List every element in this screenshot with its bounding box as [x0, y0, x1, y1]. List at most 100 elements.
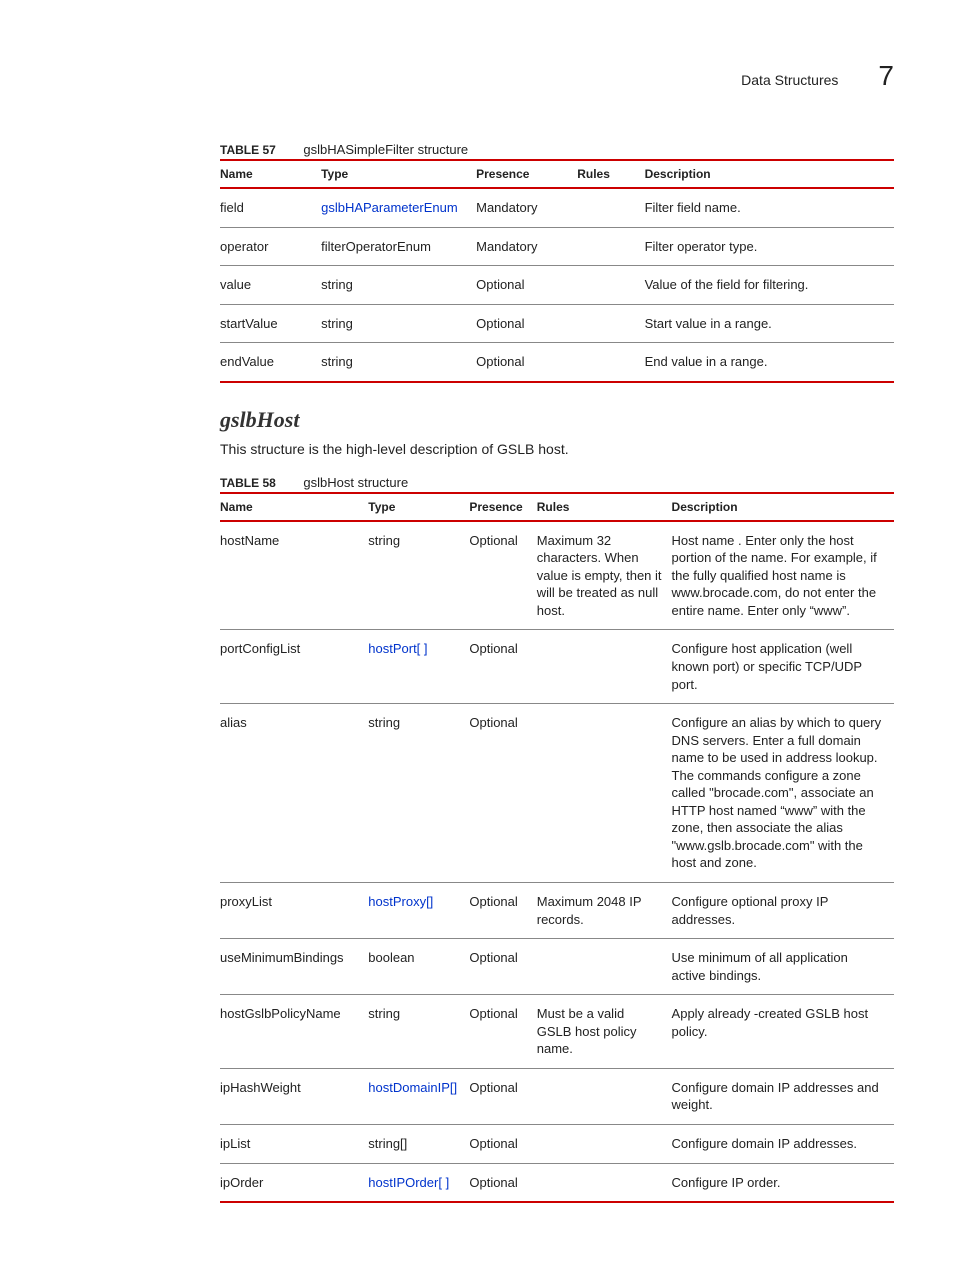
table57-caption: TABLE 57 gslbHASimpleFilter structure: [220, 142, 894, 157]
cell-rules: Maximum 2048 IP records.: [537, 883, 672, 939]
cell-type[interactable]: hostProxy[]: [368, 883, 469, 939]
cell-type: boolean: [368, 939, 469, 995]
col-type: Type: [368, 493, 469, 521]
cell-type[interactable]: hostIPOrder[ ]: [368, 1163, 469, 1202]
cell-rules: [577, 266, 644, 305]
table-row: hostGslbPolicyNamestringOptionalMust be …: [220, 995, 894, 1069]
cell-description: Start value in a range.: [645, 304, 894, 343]
cell-type: string: [368, 995, 469, 1069]
cell-presence: Optional: [469, 630, 536, 704]
cell-type: string: [321, 343, 476, 382]
cell-rules: [577, 343, 644, 382]
table-row: portConfigListhostPort[ ]OptionalConfigu…: [220, 630, 894, 704]
cell-rules: [577, 227, 644, 266]
cell-type[interactable]: gslbHAParameterEnum: [321, 188, 476, 227]
table-row: ipHashWeighthostDomainIP[]Optional Config…: [220, 1068, 894, 1124]
table-row: proxyListhostProxy[]OptionalMaximum 2048…: [220, 883, 894, 939]
cell-presence: Optional: [469, 995, 536, 1069]
page-header: Data Structures 7: [60, 60, 894, 92]
table58-caption: TABLE 58 gslbHost structure: [220, 475, 894, 490]
cell-type: string: [368, 704, 469, 883]
table-row: valuestringOptional Value of the field fo…: [220, 266, 894, 305]
page-content: TABLE 57 gslbHASimpleFilter structure Na…: [220, 142, 894, 1203]
cell-name: portConfigList: [220, 630, 368, 704]
cell-presence: Optional: [469, 704, 536, 883]
table58-caption-text: gslbHost structure: [303, 475, 408, 490]
cell-type[interactable]: hostDomainIP[]: [368, 1068, 469, 1124]
col-name: Name: [220, 160, 321, 188]
cell-name: alias: [220, 704, 368, 883]
table-row: endValuestringOptional End value in a ran…: [220, 343, 894, 382]
cell-name: hostGslbPolicyName: [220, 995, 368, 1069]
cell-presence: Optional: [469, 939, 536, 995]
cell-rules: Must be a valid GSLB host policy name.: [537, 995, 672, 1069]
cell-description: Apply already -created GSLB host policy.: [672, 995, 894, 1069]
cell-rules: [537, 1124, 672, 1163]
cell-presence: Optional: [469, 1163, 536, 1202]
cell-type: filterOperatorEnum: [321, 227, 476, 266]
table-row: useMinimumBindingsbooleanOptional Use min…: [220, 939, 894, 995]
cell-presence: Optional: [476, 304, 577, 343]
cell-description: Value of the field for filtering.: [645, 266, 894, 305]
cell-description: Configure domain IP addresses and weight…: [672, 1068, 894, 1124]
col-description: Description: [672, 493, 894, 521]
cell-type: string: [321, 266, 476, 305]
cell-description: Filter operator type.: [645, 227, 894, 266]
cell-type: string: [321, 304, 476, 343]
cell-name: operator: [220, 227, 321, 266]
cell-presence: Optional: [476, 266, 577, 305]
cell-name: field: [220, 188, 321, 227]
cell-rules: [537, 939, 672, 995]
col-description: Description: [645, 160, 894, 188]
cell-description: Host name . Enter only the host portion …: [672, 521, 894, 630]
col-rules: Rules: [577, 160, 644, 188]
cell-presence: Optional: [469, 1124, 536, 1163]
cell-name: proxyList: [220, 883, 368, 939]
cell-presence: Optional: [476, 343, 577, 382]
table58-label: TABLE 58: [220, 476, 276, 490]
table-row: ipOrderhostIPOrder[ ]OptionalConfigure I…: [220, 1163, 894, 1202]
cell-presence: Optional: [469, 521, 536, 630]
cell-name: hostName: [220, 521, 368, 630]
table-row: operatorfilterOperatorEnumMandatory Filte…: [220, 227, 894, 266]
cell-name: ipOrder: [220, 1163, 368, 1202]
cell-rules: [537, 630, 672, 704]
col-presence: Presence: [476, 160, 577, 188]
cell-presence: Optional: [469, 883, 536, 939]
cell-rules: [577, 188, 644, 227]
cell-type: string: [368, 521, 469, 630]
cell-name: value: [220, 266, 321, 305]
cell-presence: Optional: [469, 1068, 536, 1124]
table-row: ipListstring[]OptionalConfigure domain I…: [220, 1124, 894, 1163]
col-type: Type: [321, 160, 476, 188]
cell-name: useMinimumBindings: [220, 939, 368, 995]
cell-name: startValue: [220, 304, 321, 343]
col-presence: Presence: [469, 493, 536, 521]
cell-rules: [537, 704, 672, 883]
header-title: Data Structures: [741, 72, 838, 88]
table-row: hostNamestringOptionalMaximum 32 charact…: [220, 521, 894, 630]
cell-description: End value in a range.: [645, 343, 894, 382]
cell-description: Configure optional proxy IP addresses.: [672, 883, 894, 939]
cell-description: Use minimum of all application active bi…: [672, 939, 894, 995]
table-row: aliasstringOptional Configure an alias by…: [220, 704, 894, 883]
cell-name: ipHashWeight: [220, 1068, 368, 1124]
table57-caption-text: gslbHASimpleFilter structure: [303, 142, 468, 157]
table57: Name Type Presence Rules Description fie…: [220, 159, 894, 383]
section-heading: gslbHost: [220, 407, 894, 433]
section-text: This structure is the high-level descrip…: [220, 441, 894, 457]
cell-name: ipList: [220, 1124, 368, 1163]
cell-presence: Mandatory: [476, 227, 577, 266]
table57-label: TABLE 57: [220, 143, 276, 157]
cell-type[interactable]: hostPort[ ]: [368, 630, 469, 704]
table58: Name Type Presence Rules Description hos…: [220, 492, 894, 1203]
table-row: fieldgslbHAParameterEnumMandatory Filter …: [220, 188, 894, 227]
cell-name: endValue: [220, 343, 321, 382]
cell-description: Configure domain IP addresses.: [672, 1124, 894, 1163]
cell-description: Configure an alias by which to query DNS…: [672, 704, 894, 883]
cell-description: Filter field name.: [645, 188, 894, 227]
cell-presence: Mandatory: [476, 188, 577, 227]
col-rules: Rules: [537, 493, 672, 521]
cell-rules: [537, 1163, 672, 1202]
cell-rules: [537, 1068, 672, 1124]
